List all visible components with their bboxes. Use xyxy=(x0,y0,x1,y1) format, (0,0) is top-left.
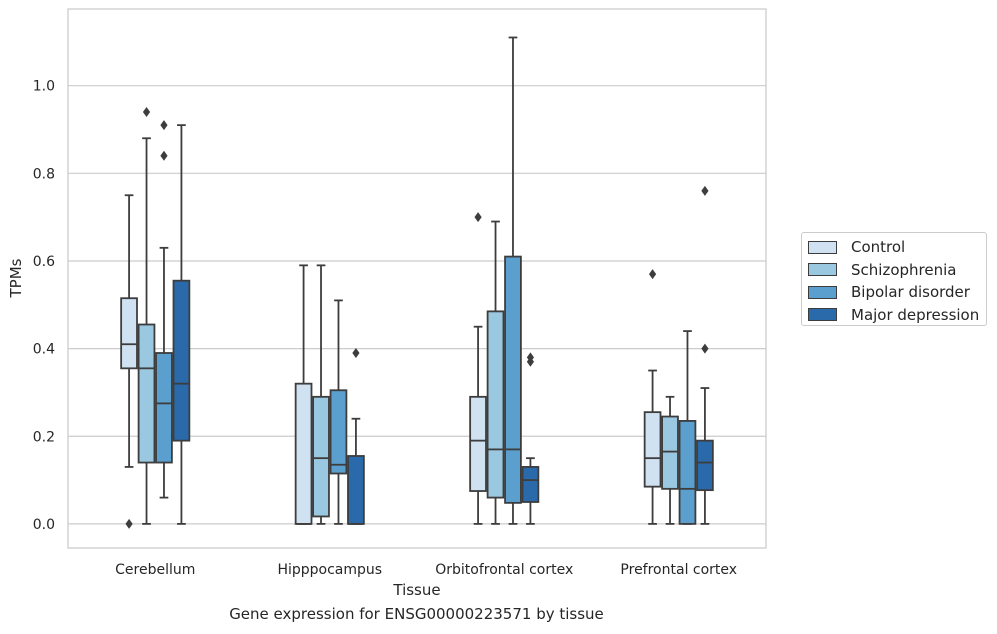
box-iqr xyxy=(120,297,138,370)
outlier-point xyxy=(352,347,360,358)
box-iqr xyxy=(678,420,697,525)
box-schizophrenia xyxy=(661,395,679,525)
y-tick-label: 0.2 xyxy=(33,429,55,445)
box-iqr xyxy=(172,279,191,442)
legend-item: Control xyxy=(808,236,986,259)
box-major-depression xyxy=(696,185,714,525)
x-axis-ticks: Cerebellum Hipppocampus Orbitofrontal cort… xyxy=(115,562,737,578)
box-iqr xyxy=(347,455,365,525)
box-control xyxy=(120,194,138,529)
legend-label: Bipolar disorder xyxy=(851,283,970,302)
box-iqr xyxy=(521,466,540,503)
outlier-point xyxy=(160,150,168,161)
box-bipolar-disorder xyxy=(504,36,522,525)
box-schizophrenia xyxy=(486,220,505,525)
figure-caption: Gene expression for ENSG00000223571 by t… xyxy=(229,605,604,623)
legend-item: Major depression xyxy=(808,304,986,327)
y-tick-label: 0.4 xyxy=(33,342,55,358)
box-major-depression xyxy=(347,347,365,525)
outlier-point xyxy=(142,106,151,117)
y-axis-ticks: 0.0 0.2 0.4 0.6 0.8 1.0 xyxy=(33,79,55,533)
outlier-point xyxy=(648,269,657,280)
x-axis-label: Tissue xyxy=(392,581,440,599)
outlier-point xyxy=(701,343,709,354)
legend-label: Major depression xyxy=(851,305,980,324)
legend-swatch xyxy=(808,263,837,277)
legend: Control Schizophrenia Bipolar disorder Majo… xyxy=(801,232,987,326)
box-iqr xyxy=(329,389,348,475)
x-tick-label: Orbitofrontal cortex xyxy=(435,562,573,578)
box-schizophrenia xyxy=(312,264,330,525)
legend-label: Control xyxy=(851,238,906,257)
box-bipolar-disorder xyxy=(678,330,697,525)
legend-swatch xyxy=(808,285,837,299)
box-iqr xyxy=(469,395,487,492)
outlier-point xyxy=(125,518,133,529)
y-axis-label: TPMs xyxy=(7,258,25,298)
outlier-point xyxy=(526,352,535,363)
box-major-depression xyxy=(521,352,540,525)
box-schizophrenia xyxy=(137,106,156,525)
box-control xyxy=(294,264,313,525)
legend-item: Schizophrenia xyxy=(808,259,986,282)
outlier-point xyxy=(160,120,168,131)
box-iqr xyxy=(312,395,330,518)
box-iqr xyxy=(504,255,522,504)
y-tick-label: 0.6 xyxy=(33,254,55,270)
box-iqr xyxy=(486,310,505,499)
x-tick-label: Cerebellum xyxy=(115,562,195,578)
box-iqr xyxy=(696,439,714,492)
outlier-point xyxy=(701,185,709,196)
legend-swatch xyxy=(808,308,837,322)
box-control xyxy=(469,212,487,525)
box-groups xyxy=(120,36,714,529)
outlier-point xyxy=(474,212,482,223)
legend-item: Bipolar disorder xyxy=(808,281,986,304)
box-bipolar-disorder xyxy=(155,120,173,499)
y-tick-label: 1.0 xyxy=(33,79,55,95)
box-major-depression xyxy=(172,124,191,525)
y-tick-label: 0.0 xyxy=(33,517,55,533)
legend-swatch xyxy=(808,240,837,254)
y-tick-label: 0.8 xyxy=(33,166,55,182)
box-iqr xyxy=(155,352,173,464)
box-bipolar-disorder xyxy=(329,299,348,525)
box-control xyxy=(643,269,662,525)
x-tick-label: Hipppocampus xyxy=(277,562,382,578)
x-tick-label: Prefrontal cortex xyxy=(620,562,737,578)
legend-label: Schizophrenia xyxy=(851,260,957,279)
box-iqr xyxy=(137,323,156,464)
box-iqr xyxy=(661,415,679,490)
box-iqr xyxy=(294,382,313,525)
box-iqr xyxy=(643,411,662,488)
plot-frame xyxy=(67,8,767,549)
